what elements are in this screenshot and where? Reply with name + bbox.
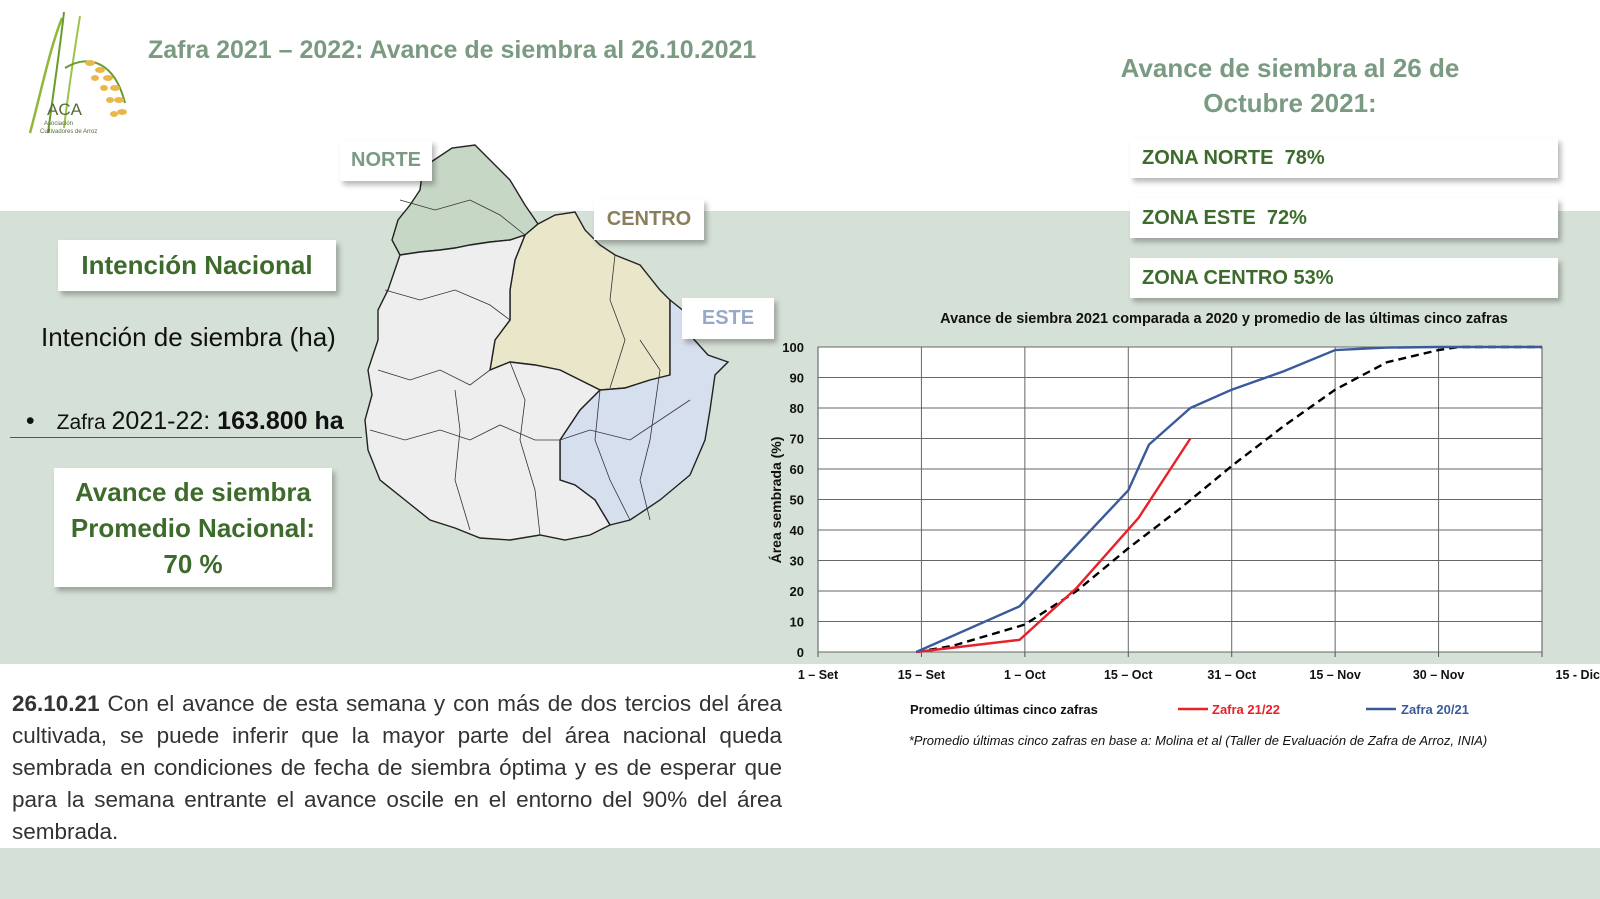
right-title-1: Avance de siembra al 26 de — [1120, 53, 1460, 83]
avance-line1: Avance de siembra — [74, 477, 312, 507]
zafra-value: 163.800 ha — [217, 407, 344, 435]
bottom-band — [0, 848, 1600, 899]
divider — [10, 437, 362, 438]
series-lines — [915, 345, 1542, 654]
commentary-date: 26.10.21 — [12, 691, 100, 716]
x-tick-label: 30 – Nov — [1413, 668, 1464, 682]
x-tick-label: 15 – Nov — [1309, 668, 1360, 682]
logo-sub2: Cultivadores de Arroz — [40, 129, 98, 135]
y-tick-label: 100 — [782, 340, 804, 355]
y-tick-label: 10 — [790, 615, 804, 630]
x-tick-labels: 1 – Set 15 – Set 1 – Oct 15 – Oct 31 – Oct 15… — [798, 668, 1600, 682]
y-tick-label: 80 — [790, 401, 804, 416]
plot-grid — [817, 346, 1543, 657]
rice-icon — [28, 11, 127, 134]
zafra-prefix: Zafra — [56, 411, 112, 434]
zone-este-box: ZONA ESTE 72% — [1130, 198, 1558, 238]
chart-title: Avance de siembra 2021 comparada a 2020 … — [940, 311, 1508, 327]
series-line — [916, 437, 1192, 654]
map-label-este: ESTE — [682, 298, 774, 339]
line-chart: Avance de siembra 2021 comparada a 2020 … — [768, 311, 1600, 748]
y-tick-label: 0 — [797, 645, 804, 660]
zafra-line: • Zafra 2021-22: 163.800 ha — [12, 378, 344, 436]
logo-sub1: Asociación — [44, 121, 74, 127]
y-axis-label: Área sembrada (%) — [768, 437, 784, 564]
zone-centro-label: ZONA CENTRO 53% — [1142, 267, 1334, 289]
y-tick-label: 30 — [790, 554, 804, 569]
map-region-sur — [364, 233, 611, 541]
legend-label: Zafra 20/21 — [1401, 702, 1469, 717]
map-label-centro: CENTRO — [594, 199, 704, 240]
zafra-year: 2021-22: — [111, 407, 218, 435]
y-tick-label: 20 — [790, 584, 804, 599]
y-tick-label: 40 — [790, 523, 804, 538]
bullet: • — [25, 407, 35, 435]
intencion-nacional-box: Intención Nacional — [58, 240, 336, 291]
aca-logo: ACA Asociación Cultivadores de Arroz — [20, 8, 140, 138]
x-tick-label: 1 – Oct — [1004, 668, 1047, 682]
zone-norte-box: ZONA NORTE 78% — [1130, 138, 1558, 178]
avance-promedio-box: Avance de siembra Promedio Nacional: 70 … — [54, 468, 332, 587]
commentary-paragraph: 26.10.21 Con el avance de esta semana y … — [12, 688, 782, 848]
y-tick-label: 90 — [790, 371, 804, 386]
series-line — [916, 345, 1542, 654]
chart-legend: Promedio últimas cinco zafras Zafra 21/22… — [910, 702, 1469, 717]
x-tick-label: 1 – Set — [798, 668, 839, 682]
map-region-este — [559, 298, 730, 526]
y-tick-label: 50 — [790, 493, 804, 508]
legend-label: Promedio últimas cinco zafras — [910, 702, 1098, 717]
y-tick-label: 60 — [790, 462, 804, 477]
series-line — [915, 345, 1542, 654]
zone-centro-box: ZONA CENTRO 53% — [1130, 258, 1558, 298]
y-tick-labels: 0 10 20 30 40 50 60 70 80 90 100 — [782, 340, 804, 660]
legend-label: Zafra 21/22 — [1212, 702, 1280, 717]
intencion-heading: Intención de siembra (ha) — [41, 322, 336, 352]
chart-footnote: *Promedio últimas cinco zafras en base a… — [909, 733, 1488, 748]
zone-norte-label: ZONA NORTE 78% — [1142, 147, 1325, 169]
map-label-norte: NORTE — [340, 140, 432, 181]
avance-line3: 70 % — [163, 549, 223, 579]
right-title-2: Octubre 2021: — [1203, 88, 1377, 118]
x-tick-label: 31 – Oct — [1207, 668, 1256, 682]
uruguay-map — [364, 144, 730, 541]
zone-este-label: ZONA ESTE 72% — [1142, 207, 1307, 229]
x-tick-label: 15 – Oct — [1104, 668, 1153, 682]
x-tick-label: 15 - Dic — [1556, 668, 1600, 682]
y-tick-label: 70 — [790, 432, 804, 447]
avance-line2: Promedio Nacional: — [70, 513, 316, 543]
logo-text: ACA — [47, 100, 82, 119]
commentary-text: Con el avance de esta semana y con más d… — [12, 691, 782, 844]
x-tick-label: 15 – Set — [898, 668, 946, 682]
page-title: Zafra 2021 – 2022: Avance de siembra al … — [148, 36, 757, 64]
